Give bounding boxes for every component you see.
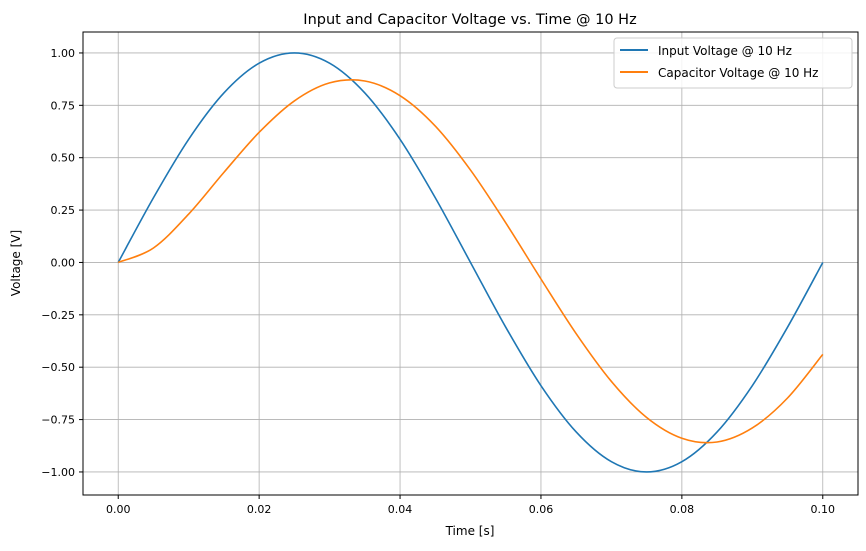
legend-box [613, 37, 853, 89]
y-tick-label: −0.50 [41, 361, 75, 374]
series-line-capacitor [117, 79, 824, 444]
y-tick-label: 0.00 [51, 256, 76, 269]
x-tick-label: 0.08 [670, 503, 695, 516]
ticks: 0.00 0.02 0.04 0.06 0.08 0.10 −1.00 −0.75 −0.50 −… [41, 47, 835, 516]
x-tick-label: 0.06 [529, 503, 554, 516]
chart-title: Input and Capacitor Voltage vs. Time @ 1… [303, 12, 636, 28]
x-tick-label: 0.02 [247, 503, 272, 516]
series-line-input [117, 52, 824, 473]
legend-label-input: Input Voltage @ 10 Hz [658, 44, 792, 58]
series-lines [117, 52, 824, 473]
y-tick-label: 0.25 [51, 204, 76, 217]
x-tick-label: 0.04 [388, 503, 413, 516]
y-tick-label: −0.75 [41, 414, 75, 427]
y-tick-label: 1.00 [51, 47, 76, 60]
y-tick-label: −0.25 [41, 309, 75, 322]
legend-label-capacitor: Capacitor Voltage @ 10 Hz [658, 66, 818, 80]
x-tick-label: 0.10 [811, 503, 836, 516]
y-tick-label: −1.00 [41, 466, 75, 479]
x-axis-label: Time [s] [445, 524, 495, 538]
legend: Input Voltage @ 10 Hz Capacitor Voltage … [613, 37, 853, 89]
axes-frame [82, 31, 859, 496]
y-axis-label: Voltage [V] [9, 230, 23, 296]
y-tick-label: 0.50 [51, 152, 76, 165]
y-tick-label: 0.75 [51, 99, 76, 112]
x-tick-label: 0.00 [106, 503, 131, 516]
